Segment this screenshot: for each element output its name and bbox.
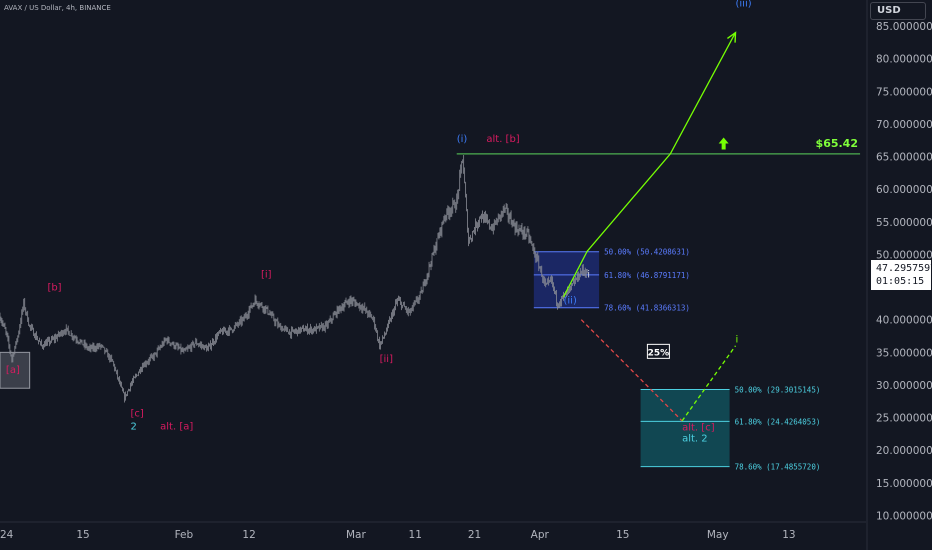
current-price-badge: 47.2957597 01:05:15 [870, 259, 932, 291]
price-candles [0, 154, 588, 403]
projection-alt-up [681, 345, 737, 422]
y-tick-label: 30.0000000 [876, 380, 932, 392]
y-tick-label: 80.0000000 [876, 54, 932, 66]
y-axis: 85.0000000 80.0000000 75.0000000 70.0000000… [876, 21, 932, 522]
x-tick-label: 2024 [0, 529, 14, 541]
y-tick-label: 35.0000000 [876, 347, 932, 359]
y-tick-label: 50.0000000 [876, 249, 932, 261]
fib-level-label: 50.00% (29.3015145) [735, 386, 821, 395]
up-arrow-icon [718, 137, 729, 150]
wave-label: i [736, 335, 739, 346]
wave-label: alt. [b] [486, 134, 519, 145]
wave-label: [i] [261, 269, 272, 280]
y-tick-label: 85.0000000 [876, 21, 932, 33]
symbol-header: AVAX / US Dollar, 4h, BINANCE [4, 4, 111, 12]
y-tick-label: 20.0000000 [876, 445, 932, 457]
wave-label: [ii] [380, 354, 393, 365]
y-tick-label: 25.0000000 [876, 413, 932, 425]
projection-main [562, 32, 737, 298]
wave-label: 2 [130, 421, 136, 432]
probability-badge-label: 25% [648, 348, 670, 358]
wave-label: (i) [457, 134, 468, 145]
fib-zones: 50.00% (50.4208631) 61.80% (46.8791171) 78… [533, 248, 821, 472]
wave-label: [c] [130, 408, 143, 419]
wave-label: alt. 2 [682, 434, 708, 445]
fib-zone-fill [640, 389, 730, 467]
y-tick-label: 40.0000000 [876, 315, 932, 327]
x-tick-label: 12 [242, 529, 255, 541]
grid-lines [0, 0, 868, 550]
candle-countdown: 01:05:15 [876, 276, 925, 287]
x-tick-label: 13 [782, 529, 795, 541]
currency-button[interactable]: USD [870, 2, 926, 20]
wave-label: i [587, 269, 590, 280]
wave-label: (iii) [736, 0, 752, 10]
projection-arrowhead [726, 31, 737, 43]
x-tick-label: Apr [531, 529, 550, 541]
current-price-value: 47.2957597 [876, 263, 932, 274]
fib-level-label: 78.60% (41.8366313) [604, 304, 690, 313]
fib-level-label: 50.00% (50.4208631) [604, 248, 690, 257]
wave-labels: 25% [a] [b] [c] 2 alt. [a] [i] [ii] (i) alt. [b] (… [6, 0, 752, 445]
x-tick-label: 15 [616, 529, 629, 541]
wave-label: alt. [c] [682, 423, 715, 434]
x-tick-label: 21 [468, 529, 481, 541]
x-tick-label: Mar [346, 529, 366, 541]
wave-label: alt. [a] [160, 421, 193, 432]
x-tick-label: 15 [76, 529, 89, 541]
y-tick-label: 55.0000000 [876, 217, 932, 229]
x-tick-label: 11 [409, 529, 422, 541]
wave-label: [a] [6, 365, 20, 376]
resistance-price-label: $65.42 [816, 137, 858, 150]
y-tick-label: 65.0000000 [876, 152, 932, 164]
projection-lines: $65.42 [456, 31, 861, 422]
y-tick-label: 75.0000000 [876, 86, 932, 98]
x-tick-label: May [707, 529, 729, 541]
probability-badge-box [646, 343, 670, 359]
wave-label: (ii) [563, 295, 576, 306]
y-tick-label: 60.0000000 [876, 184, 932, 196]
x-axis: 2024 15 Feb 12 Mar 11 21 Apr 15 May 13 [0, 529, 796, 541]
fib-level-label: 61.80% (46.8791171) [604, 271, 690, 280]
x-tick-label: Feb [175, 529, 194, 541]
projection-alt-down [580, 319, 683, 422]
y-tick-label: 70.0000000 [876, 119, 932, 131]
y-tick-label: 15.0000000 [876, 478, 932, 490]
fib-level-label: 61.80% (24.4264053) [735, 417, 821, 426]
wave-label: [b] [47, 282, 61, 293]
y-tick-label: 10.0000000 [876, 510, 932, 522]
fib-level-label: 78.60% (17.4855720) [735, 463, 821, 472]
